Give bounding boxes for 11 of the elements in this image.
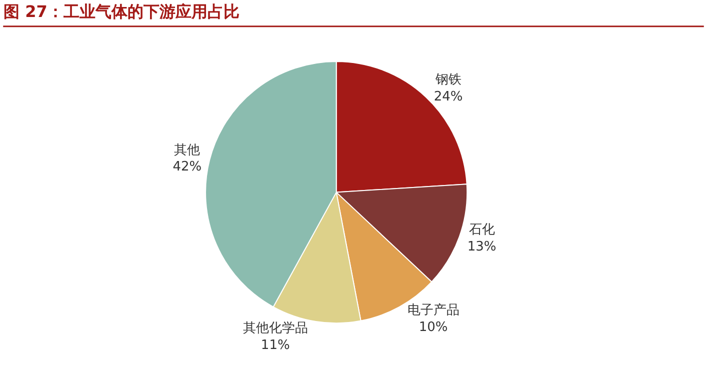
slice-label: 钢铁: [434, 72, 462, 88]
chart-title: 图 27：工业气体的下游应用占比: [4, 2, 240, 21]
data-label: 10%: [418, 320, 448, 336]
data-label: 42%: [172, 160, 202, 175]
slice-label: 电子产品: [407, 303, 460, 318]
data-label: 24%: [434, 89, 463, 104]
slice-label: 石化: [468, 222, 495, 238]
slice-label: 其他化学品: [242, 321, 308, 336]
data-label: 11%: [260, 338, 290, 353]
slice-label: 其他: [174, 142, 200, 158]
data-label: 13%: [467, 239, 496, 254]
